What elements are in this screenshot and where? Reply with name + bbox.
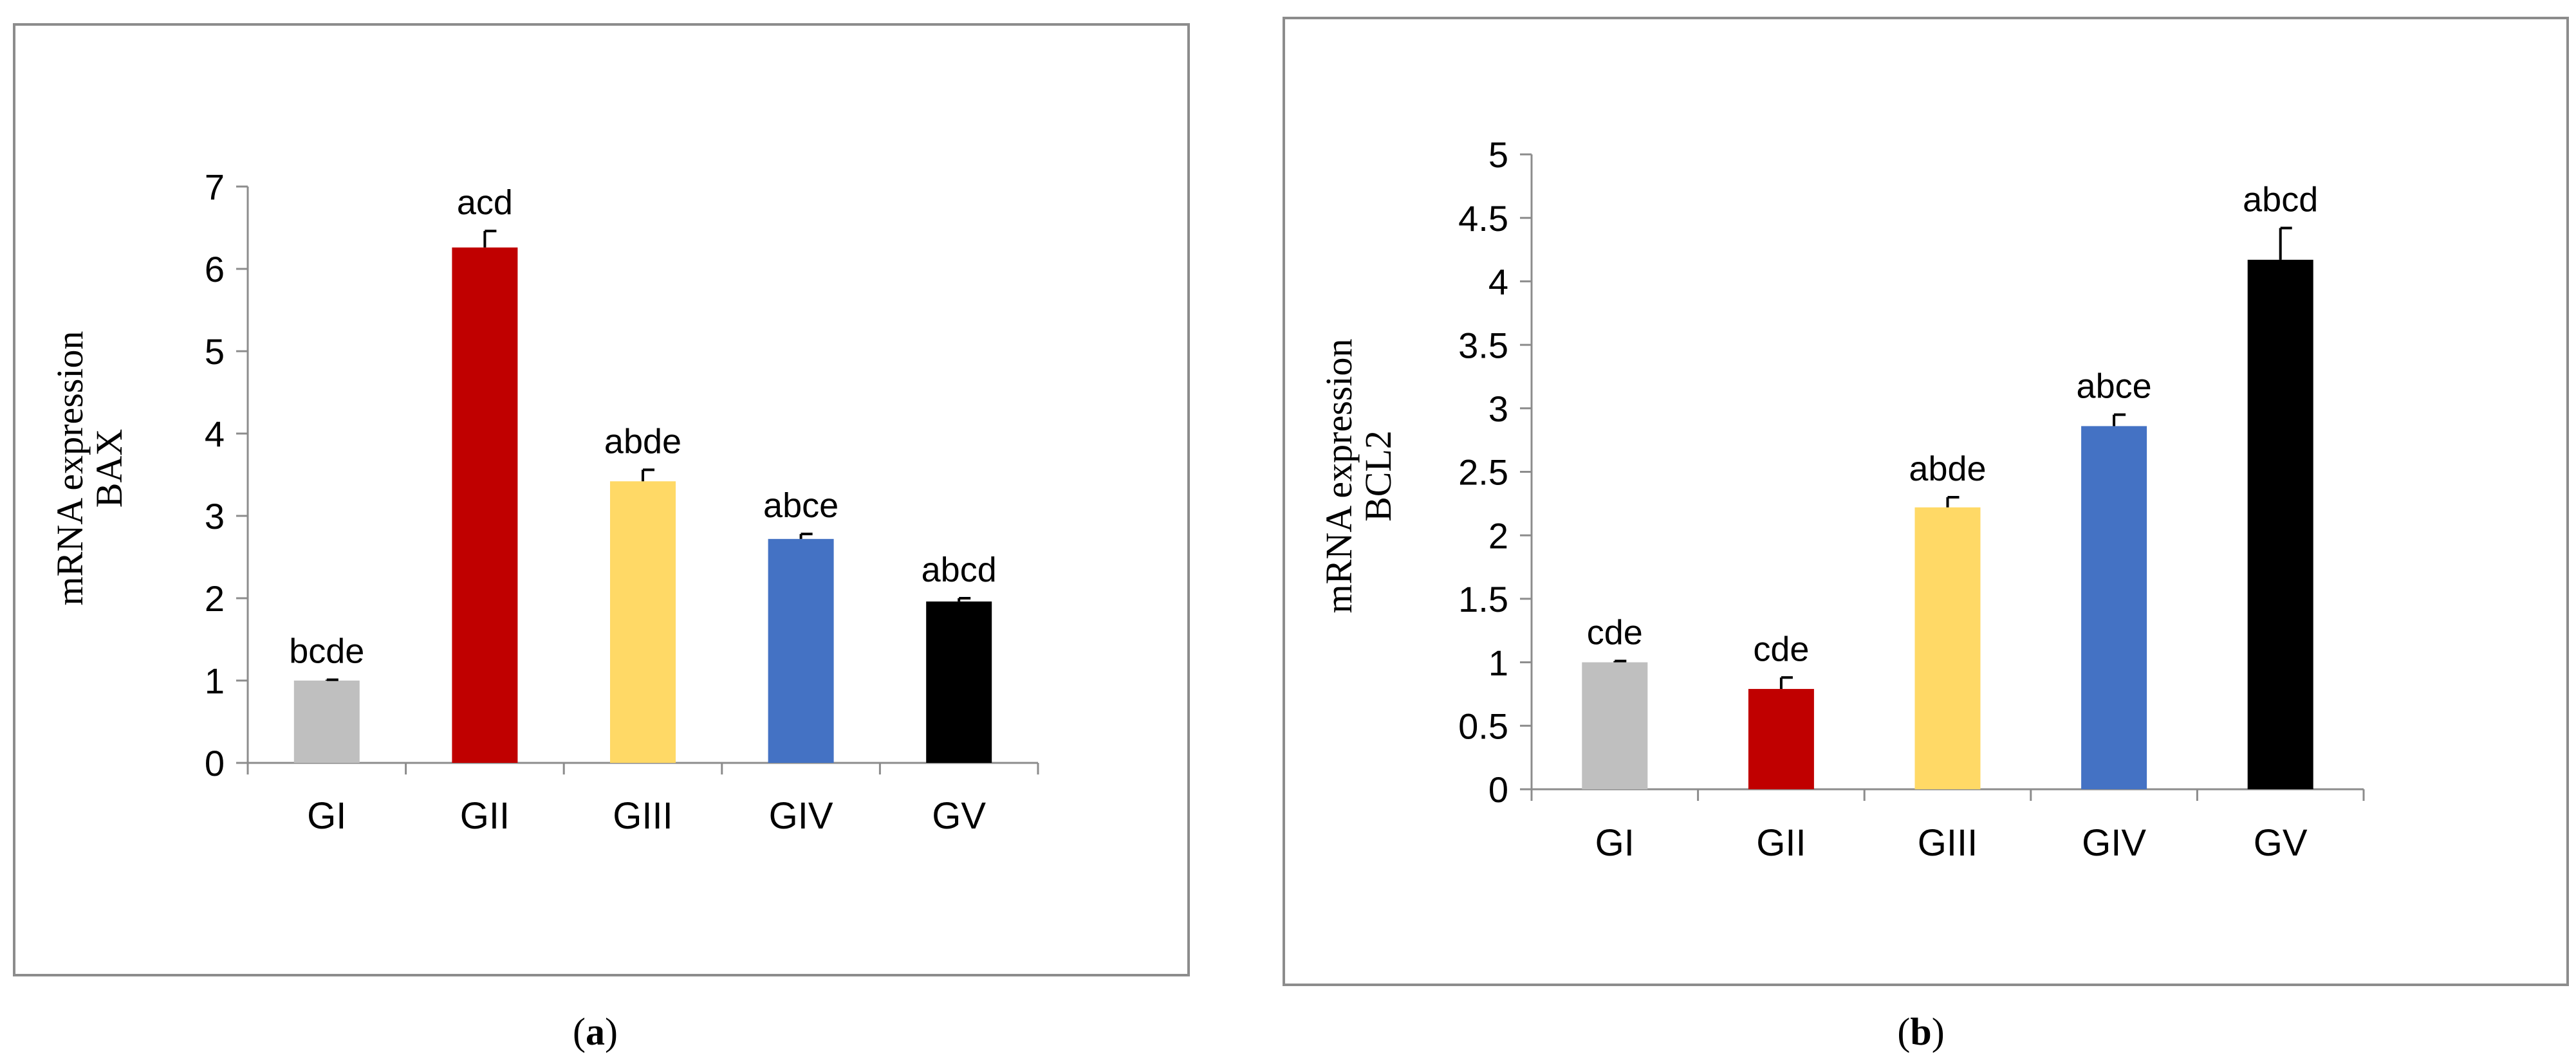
- panel-captions: (a) (b): [573, 1011, 1945, 1053]
- y-tick-label: 6: [205, 249, 225, 289]
- panel-a-border: [13, 23, 1190, 976]
- significance-label: abce: [2077, 367, 2152, 406]
- error-bar-gv: [2279, 226, 2292, 260]
- bar-giii: [1914, 507, 1981, 789]
- panel-b-bcl2-chart: 0 0.5 1 1.5 2 2.5 3 3.5 4 4.5 5 cde GI cde GII abde GIII…: [1283, 17, 2569, 986]
- x-category-label: GV: [2254, 822, 2308, 864]
- x-category-label: GIII: [1918, 822, 1978, 864]
- y-tick-label: 1.5: [1458, 579, 1508, 619]
- y-tick-label: 4: [205, 414, 225, 454]
- error-bar-gi: [1613, 659, 1627, 663]
- panel-caption-a: (a): [573, 1011, 618, 1053]
- caption-close-paren: ): [1932, 1011, 1945, 1053]
- significance-label: abcd: [922, 551, 997, 589]
- error-bar-giv: [799, 533, 813, 539]
- caption-close-paren: ): [605, 1011, 618, 1053]
- y-axis-label-line-1: mRNA expression: [1318, 339, 1360, 614]
- bar-giv: [2081, 426, 2147, 789]
- y-tick-label: 1: [205, 661, 225, 701]
- x-category-label: GI: [307, 795, 346, 837]
- caption-letter: b: [1910, 1011, 1931, 1053]
- bar-gii: [452, 247, 518, 764]
- caption-open-paren: (: [573, 1011, 586, 1053]
- significance-label: acd: [457, 183, 513, 222]
- error-bar-giii: [642, 468, 654, 482]
- y-axis-label: mRNA expressionBAX: [49, 331, 130, 606]
- panel-caption-b: (b): [1897, 1011, 1944, 1053]
- x-category-label: GII: [460, 795, 510, 837]
- y-tick-label: 2: [1488, 515, 1508, 556]
- significance-label: bcde: [289, 632, 364, 671]
- y-tick-label: 4.5: [1458, 198, 1508, 239]
- y-axis-label-line-1: mRNA expression: [49, 331, 91, 606]
- y-tick-label: 1: [1488, 643, 1508, 683]
- bar-gii: [1748, 689, 1814, 789]
- y-tick-label: 3: [205, 496, 225, 536]
- panel-b-border: [1283, 17, 2569, 986]
- y-tick-label: 3.5: [1458, 325, 1508, 365]
- bar-gi: [293, 681, 360, 763]
- caption-open-paren: (: [1897, 1011, 1910, 1053]
- significance-label: cde: [1753, 630, 1809, 668]
- error-bar-gv: [958, 597, 971, 602]
- y-axis-label: mRNA expressionBCL2: [1318, 339, 1399, 614]
- x-category-label: GIV: [769, 795, 833, 837]
- y-tick-label: 3: [1488, 389, 1508, 429]
- significance-label: abcd: [2243, 180, 2318, 219]
- x-category-label: GI: [1595, 822, 1635, 864]
- y-tick-label: 5: [205, 331, 225, 372]
- y-tick-label: 2: [205, 578, 225, 619]
- significance-label: abde: [604, 422, 681, 461]
- significance-label: cde: [1587, 614, 1643, 652]
- bar-gi: [1582, 662, 1648, 789]
- significance-label: abde: [1909, 450, 1986, 488]
- caption-letter: a: [586, 1011, 605, 1053]
- error-bar-giv: [2113, 413, 2126, 426]
- error-bar-gii: [1779, 676, 1793, 690]
- y-tick-label: 4: [1488, 262, 1508, 302]
- y-axis-label-line-2: BCL2: [1357, 430, 1399, 522]
- error-bar-gii: [483, 230, 497, 248]
- y-tick-label: 7: [205, 167, 225, 207]
- significance-label: abce: [763, 486, 839, 525]
- y-tick-label: 0: [205, 743, 225, 783]
- y-tick-label: 5: [1488, 134, 1508, 175]
- x-category-label: GIII: [613, 795, 672, 837]
- error-bar-giii: [1946, 495, 1960, 508]
- error-bar-gi: [325, 678, 338, 681]
- x-category-label: GIV: [2082, 822, 2146, 864]
- bar-giii: [610, 481, 676, 763]
- bar-gv: [926, 601, 992, 763]
- y-tick-label: 0.5: [1458, 706, 1508, 746]
- y-tick-label: 2.5: [1458, 452, 1508, 493]
- panel-a-bax-chart: 0 1 2 3 4 5 6 7 bcde GI acd GII abde GIII abce GIV abcd G…: [13, 23, 1190, 976]
- y-tick-label: 0: [1488, 769, 1508, 810]
- bar-giv: [768, 538, 834, 763]
- bar-gv: [2247, 259, 2313, 789]
- y-axis-label-line-2: BAX: [88, 429, 130, 508]
- x-category-label: GII: [1756, 822, 1806, 864]
- x-category-label: GV: [932, 795, 986, 837]
